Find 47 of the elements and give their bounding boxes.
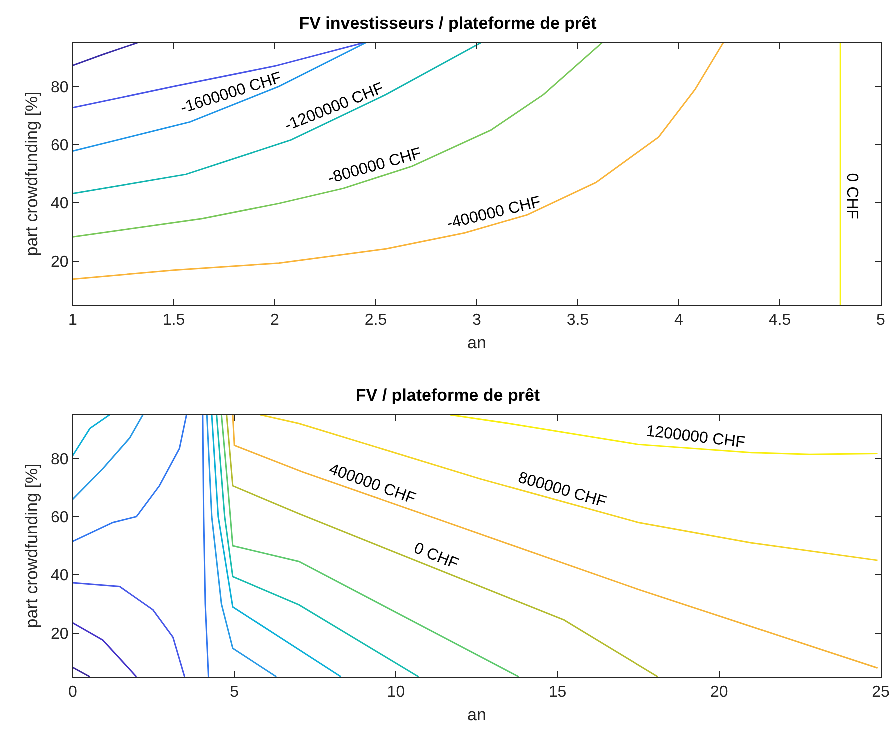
y-tick-label: 40 [51,568,69,585]
x-tick-label: 2 [270,312,280,330]
line-series [73,43,603,238]
x-tick-label: 1 [68,312,78,330]
x-tick-label: 10 [387,684,406,702]
x-tick-label: 5 [230,684,240,702]
line-series [206,415,278,677]
line-series [73,582,186,677]
text: 800000 CHF [516,470,608,512]
x-tick-label: 4.5 [768,312,792,330]
y-tick-label: 40 [51,196,69,213]
text: -800000 CHF [326,145,424,188]
y-tick-label: 20 [51,254,69,271]
y-axis-title: part crowdfunding [%] [22,464,42,628]
y-tick-label: 80 [51,79,69,96]
chart-title: FV / plateforme de prêt [356,386,540,405]
x-tick-label: 2.5 [364,312,388,330]
x-tick-label: 0 [68,684,78,702]
text: 1200000 CHF [645,423,747,452]
x-tick-label: 20 [710,684,728,702]
x-tick-label: 4 [674,312,684,330]
line-series [73,415,144,500]
y-tick-label: 60 [51,509,69,526]
y-axis-title: part crowdfunding [%] [22,92,42,256]
x-tick-label: 15 [548,684,567,702]
line-series [73,43,724,280]
text: 0 CHF [843,173,860,220]
text: -400000 CHF [445,194,543,233]
text: 400000 CHF [326,461,418,508]
y-tick-label: 80 [51,451,69,468]
x-axis-title: an [468,706,486,725]
y-tick-label: 20 [51,626,69,643]
line-series [449,415,879,456]
x-tick-label: 25 [872,684,890,702]
y-tick-label: 60 [51,137,69,154]
line-series [73,43,482,195]
x-axis-title: an [468,334,486,353]
text: 0 CHF [412,540,462,574]
x-tick-label: 5 [876,312,886,330]
line-series [202,415,210,677]
chart-title: FV investisseurs / plateforme de prêt [299,14,598,33]
x-tick-label: 3 [472,312,482,330]
line-series [73,415,188,542]
line-series [220,415,520,677]
line-series [232,415,879,670]
x-tick-label: 3.5 [566,312,590,330]
x-tick-label: 1.5 [162,312,186,330]
